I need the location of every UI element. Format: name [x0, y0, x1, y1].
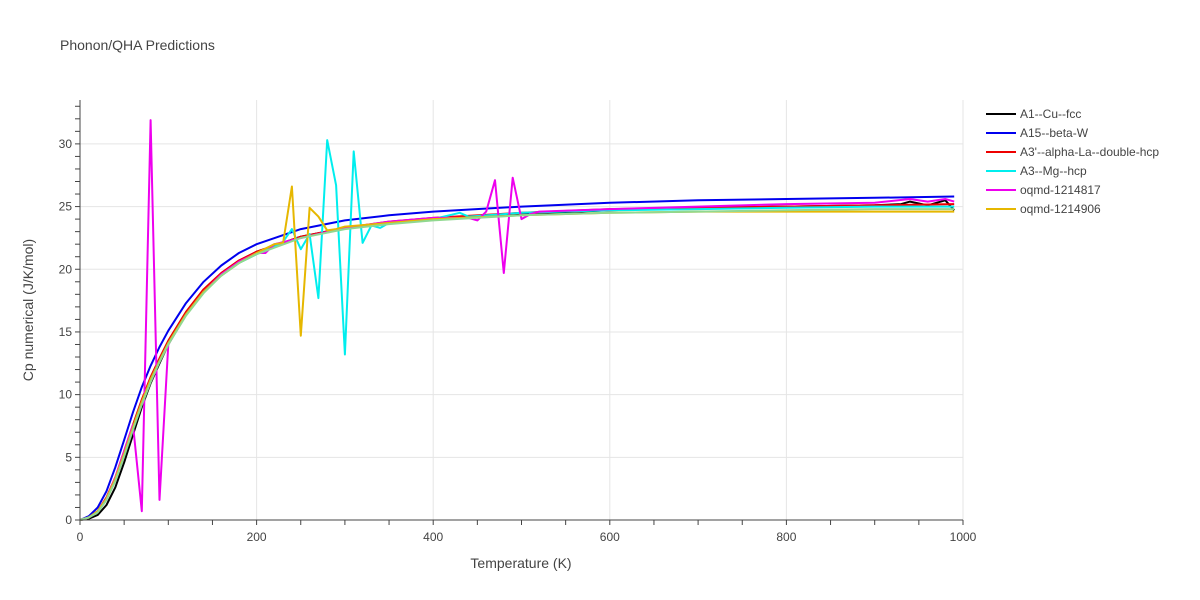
y-tick-label: 15 [59, 325, 73, 339]
legend-label: A15--beta-W [1020, 126, 1089, 140]
x-tick-label: 600 [600, 530, 620, 544]
y-tick-label: 0 [65, 513, 72, 527]
legend-label: A1--Cu--fcc [1020, 107, 1081, 121]
axes: 0 200 400 600 800 1000 0 5 10 15 20 25 30 [59, 100, 977, 544]
y-tick-label: 5 [65, 450, 72, 464]
legend-label: oqmd-1214906 [1020, 202, 1101, 216]
x-tick-label: 200 [247, 530, 267, 544]
grid [80, 100, 964, 520]
series-line-6 [79, 208, 955, 521]
x-axis-title: Temperature (K) [470, 555, 571, 571]
y-tick-label: 20 [59, 262, 73, 276]
legend-item[interactable]: A15--beta-W [986, 126, 1089, 140]
legend[interactable]: A1--Cu--fcc A15--beta-W A3'--alpha-La--dou… [986, 107, 1159, 216]
x-tick-label: 0 [77, 530, 84, 544]
y-tick-label: 10 [59, 388, 73, 402]
legend-label: oqmd-1214817 [1020, 183, 1101, 197]
legend-label: A3'--alpha-La--double-hcp [1020, 145, 1159, 159]
y-tick-label: 25 [59, 200, 73, 214]
series-line-0 [79, 199, 955, 521]
legend-item[interactable]: A1--Cu--fcc [986, 107, 1081, 121]
series-line-1 [79, 195, 955, 521]
chart-title: Phonon/QHA Predictions [60, 37, 215, 53]
series-line-2 [79, 203, 955, 521]
series-line-5 [79, 185, 955, 521]
legend-item[interactable]: A3'--alpha-La--double-hcp [986, 145, 1159, 159]
x-tick-label: 400 [423, 530, 443, 544]
x-tick-label: 800 [776, 530, 796, 544]
series-line-4 [79, 119, 955, 521]
series-layer [79, 119, 955, 521]
legend-item[interactable]: oqmd-1214906 [986, 202, 1101, 216]
x-tick-label: 1000 [950, 530, 977, 544]
y-tick-label: 30 [59, 137, 73, 151]
y-axis-title: Cp numerical (J/K/mol) [20, 239, 36, 381]
legend-item[interactable]: A3--Mg--hcp [986, 164, 1087, 178]
legend-label: A3--Mg--hcp [1020, 164, 1087, 178]
legend-item[interactable]: oqmd-1214817 [986, 183, 1101, 197]
